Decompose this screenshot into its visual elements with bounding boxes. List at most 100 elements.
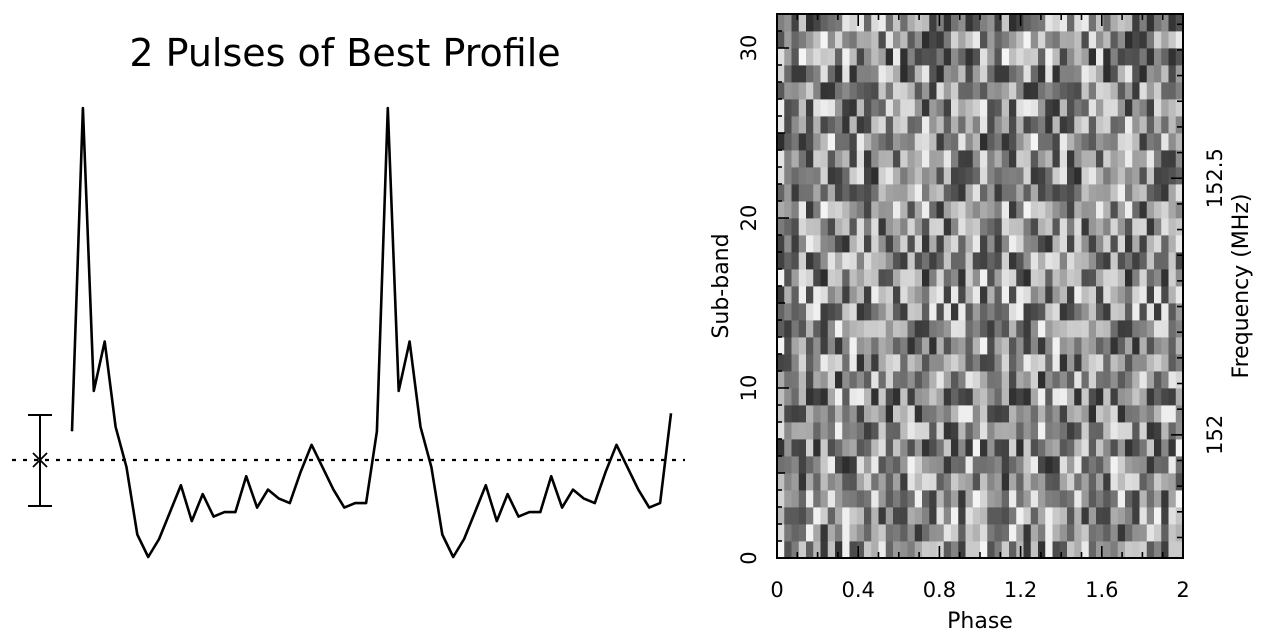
heat-cell — [1030, 507, 1039, 525]
heat-cell — [1103, 388, 1111, 406]
heat-cell — [1161, 65, 1169, 83]
heat-cell — [842, 116, 850, 134]
heat-cell — [1175, 456, 1184, 474]
heat-cell — [806, 422, 814, 440]
heat-cell — [885, 456, 894, 474]
heat-cell — [1139, 167, 1148, 185]
heat-cell — [1030, 99, 1039, 117]
heat-cell — [987, 490, 995, 508]
heat-cell — [1103, 218, 1111, 236]
heat-cell — [1001, 422, 1010, 440]
heat-cell — [965, 320, 974, 338]
heat-cell — [922, 218, 930, 236]
heat-cell — [1038, 218, 1046, 236]
heat-cell — [864, 303, 872, 321]
heat-cell — [878, 422, 887, 440]
heat-cell — [1168, 31, 1177, 49]
heat-cell — [922, 48, 930, 66]
heat-cell — [806, 507, 814, 525]
heat-cell — [806, 524, 814, 542]
heat-cell — [1001, 14, 1010, 32]
heat-cell — [943, 65, 952, 83]
heat-cell — [1016, 388, 1024, 406]
heat-cell — [907, 303, 916, 321]
heat-cell — [1023, 31, 1032, 49]
heat-cell — [958, 201, 966, 219]
heat-cell — [1052, 405, 1061, 423]
heat-cell — [972, 31, 981, 49]
heat-cell — [820, 252, 829, 270]
heat-cell — [1030, 235, 1039, 253]
heat-cell — [1023, 184, 1032, 202]
heat-cell — [856, 150, 865, 168]
heat-cell — [1125, 337, 1133, 355]
heat-cell — [1059, 133, 1068, 151]
heat-cell — [922, 252, 930, 270]
heat-cell — [980, 371, 988, 389]
heat-cell — [1125, 286, 1133, 304]
heat-cell — [987, 252, 995, 270]
heat-cell — [777, 99, 785, 117]
heat-cell — [900, 167, 908, 185]
heat-cell — [864, 184, 872, 202]
heat-cell — [958, 354, 966, 372]
heat-cell — [1168, 371, 1177, 389]
heat-cell — [1081, 31, 1090, 49]
heat-cell — [1067, 48, 1075, 66]
heat-cell — [1023, 286, 1032, 304]
heat-cell — [777, 65, 785, 83]
heat-cell — [791, 473, 800, 491]
heat-cell — [791, 133, 800, 151]
heat-cell — [1016, 201, 1024, 219]
heat-cell — [1030, 286, 1039, 304]
heat-cell — [791, 184, 800, 202]
heat-cell — [929, 235, 937, 253]
heat-cell — [1067, 405, 1075, 423]
heat-cell — [820, 490, 829, 508]
heat-cell — [1088, 14, 1097, 32]
heat-cell — [864, 354, 872, 372]
heat-cell — [929, 133, 937, 151]
heat-cell — [1016, 320, 1024, 338]
heat-cell — [943, 405, 952, 423]
heat-cell — [1001, 99, 1010, 117]
heat-cell — [1103, 201, 1111, 219]
heat-cell — [1110, 388, 1119, 406]
heat-cell — [994, 252, 1003, 270]
heat-cell — [784, 269, 792, 287]
heat-cell — [1146, 133, 1155, 151]
heat-cell — [1038, 167, 1046, 185]
heat-cell — [951, 320, 959, 338]
heat-cell — [784, 201, 792, 219]
heat-cell — [929, 167, 937, 185]
heat-cell — [1038, 184, 1046, 202]
heat-cell — [849, 133, 858, 151]
heat-cell — [849, 31, 858, 49]
heat-cell — [827, 201, 836, 219]
heat-cell — [842, 541, 850, 559]
heat-cell — [1016, 48, 1024, 66]
heat-cell — [1009, 541, 1017, 559]
heat-cell — [1016, 116, 1024, 134]
heat-cell — [806, 388, 814, 406]
heat-cell — [1001, 116, 1010, 134]
heat-cell — [914, 150, 923, 168]
heat-cell — [929, 65, 937, 83]
heat-cell — [1125, 235, 1133, 253]
heat-cell — [914, 184, 923, 202]
y-tick-label: 20 — [737, 205, 761, 232]
heat-cell — [1117, 320, 1126, 338]
heat-cell — [1161, 82, 1169, 100]
heat-cell — [885, 371, 894, 389]
heat-cell — [965, 218, 974, 236]
heat-cell — [791, 218, 800, 236]
heat-cell — [1175, 388, 1184, 406]
heat-cell — [1139, 439, 1148, 457]
heat-cell — [1001, 507, 1010, 525]
heat-cell — [1059, 388, 1068, 406]
heat-cell — [1110, 14, 1119, 32]
heat-cell — [1175, 167, 1184, 185]
heat-cell — [1059, 337, 1068, 355]
heat-cell — [1074, 371, 1082, 389]
heat-cell — [914, 507, 923, 525]
